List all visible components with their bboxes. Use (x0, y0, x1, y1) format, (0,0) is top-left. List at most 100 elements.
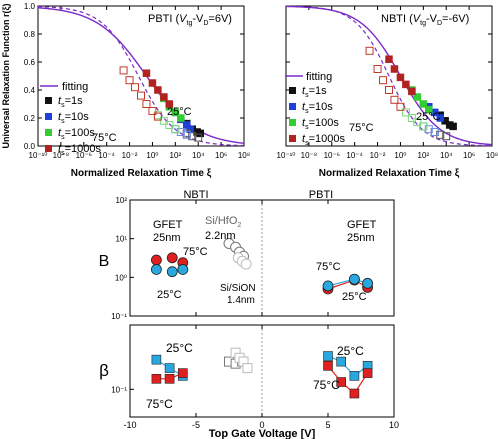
pbti-legend: fitting ts=1s ts=10s ts=100s ts=1000s (40, 81, 101, 157)
data-point (166, 252, 178, 264)
beta-x-axis-label: Top Gate Voltage [V] (209, 428, 316, 439)
b-axis-label: B (99, 253, 110, 270)
b-label-gfet-right: GFET (347, 219, 377, 231)
data-point (419, 100, 428, 108)
data-point (164, 363, 175, 373)
x-tick-label: 5 (325, 420, 330, 430)
pbti-data-points (119, 66, 204, 142)
beta-label-75c-right: 75°C (313, 378, 340, 392)
y-tick-label: 10⁰ (115, 273, 127, 282)
x-tick-label: 10⁴ (192, 151, 205, 160)
series-line (327, 365, 369, 395)
data-point (151, 374, 162, 384)
x-tick-label: 10⁰ (146, 151, 158, 160)
x-tick-label: 10⁸ (238, 151, 250, 160)
data-point (177, 264, 189, 275)
data-point (362, 277, 374, 289)
b-label-25nm-right: 25nm (347, 232, 375, 244)
beta-label-25c-right: 25°C (337, 344, 364, 358)
data-point (425, 105, 433, 114)
data-point (164, 374, 175, 384)
data-point (430, 128, 439, 136)
data-point (153, 112, 162, 121)
x-tick-label: 0 (259, 420, 264, 430)
data-point (154, 86, 162, 94)
data-point (402, 80, 410, 89)
x-tick-label: 10⁶ (215, 151, 227, 160)
data-point (373, 65, 382, 73)
data-point (442, 132, 451, 141)
data-point (401, 108, 410, 117)
data-point (424, 125, 433, 134)
pbti-y-axis-label: Universal Relaxation Function r(ξ) (1, 3, 11, 148)
x-tick-label: 10⁻⁶ (324, 151, 340, 160)
data-point (148, 107, 157, 115)
b-label-hfo2: Si/HfO2 (205, 215, 241, 229)
x-tick-label: 10⁻⁴ (346, 151, 363, 160)
data-point (348, 273, 360, 285)
data-point (365, 46, 374, 55)
data-point (119, 66, 128, 75)
data-point (336, 377, 347, 387)
x-tick-label: 10² (170, 151, 182, 160)
pbti-label-75c: 75°C (92, 132, 117, 144)
y-tick-label: 10⁻¹ (111, 385, 127, 394)
data-point (323, 351, 333, 361)
beta-data-points (151, 347, 373, 399)
y-tick-label: 10¹ (115, 235, 127, 244)
b-label-75c-right: 75°C (316, 261, 341, 273)
data-point (194, 133, 203, 142)
data-point (362, 368, 373, 378)
svg-text:ts=1000s: ts=1000s (302, 133, 345, 147)
pbti-plot-frame (37, 5, 245, 147)
data-point (413, 118, 422, 127)
data-point (165, 100, 174, 108)
b-label-hfo2-thickness: 2.2nm (205, 230, 236, 242)
data-point (196, 129, 204, 138)
data-point (419, 122, 428, 131)
column-title-nbti: NBTI (183, 189, 208, 201)
column-title-pbti: PBTI (309, 189, 333, 201)
y-tick-label: 10⁻¹ (111, 312, 127, 321)
svg-text:fitting: fitting (62, 81, 88, 93)
data-point (242, 363, 253, 374)
b-y-ticks: 10⁻¹ 10⁰ 10¹ 10² (111, 196, 134, 321)
data-point (385, 86, 393, 94)
x-tick-label: 10⁻² (370, 151, 386, 160)
y-tick-label: 0.8 (24, 30, 36, 39)
data-point (349, 388, 360, 399)
data-point (166, 266, 178, 278)
pbti-fit-dashed (37, 5, 245, 147)
data-point (151, 354, 162, 365)
b-panel: NBTI PBTI 10⁻¹ 10⁰ 10¹ 10² B GFET 25nm Si/H… (99, 189, 395, 321)
data-point (240, 258, 252, 270)
y-tick-label: 1.0 (24, 2, 36, 11)
data-point (323, 361, 333, 371)
data-point (142, 69, 151, 77)
x-tick-label: 10⁰ (394, 151, 406, 160)
data-point (385, 55, 393, 63)
data-point (349, 371, 360, 381)
data-point (408, 87, 416, 96)
nbti-label-25c: 25°C (416, 111, 441, 123)
x-tick-label: 10 (389, 420, 399, 430)
data-point (150, 264, 162, 275)
data-point (390, 95, 399, 104)
nbti-x-ticks: 10⁻¹⁰ 10⁻⁸ 10⁻⁶ 10⁻⁴ 10⁻² 10⁰ 10² 10⁴ 10⁶ 10⁸ (277, 6, 498, 160)
x-tick-label: 10⁶ (463, 151, 475, 160)
y-tick-label: 0.0 (24, 142, 36, 151)
b-label-25c-right: 25°C (342, 291, 367, 303)
b-data-points (150, 237, 374, 295)
pbti-fit-solid (37, 7, 245, 144)
data-point (396, 102, 405, 111)
svg-text:ts=10s: ts=10s (302, 101, 333, 115)
x-tick-label: -10 (123, 420, 136, 430)
b-label-75c-left: 75°C (183, 246, 208, 258)
x-tick-label: 10⁻¹⁰ (29, 151, 48, 160)
data-point (131, 83, 140, 92)
b-label-25c-left: 25°C (157, 289, 182, 301)
pbti-x-ticks: 10⁻¹⁰ 10⁻⁸ 10⁻⁶ 10⁻⁴ 10⁻² 10⁰ 10² 10⁴ 10⁶ 10⁸ (29, 6, 250, 160)
x-tick-label: 10⁸ (486, 151, 498, 160)
data-point (379, 76, 388, 85)
